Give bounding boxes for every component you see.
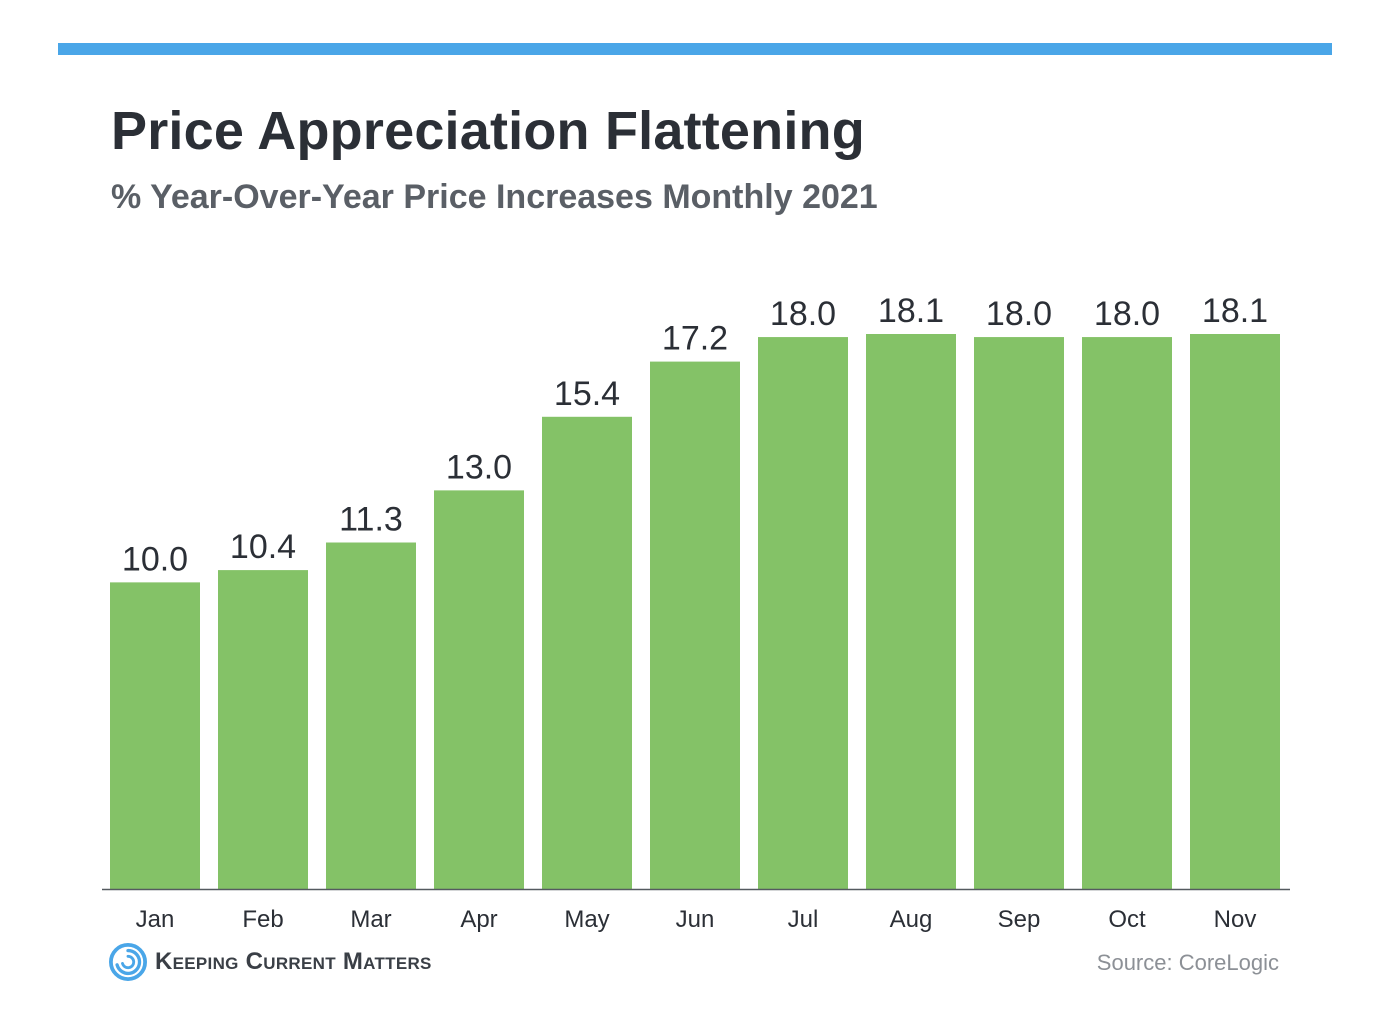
chart-subtitle: % Year-Over-Year Price Increases Monthly… (111, 178, 878, 216)
data-label-feb: 10.4 (230, 528, 296, 566)
data-label-sep: 18.0 (986, 295, 1052, 333)
source-note: Source: CoreLogic (1096, 950, 1279, 975)
brand-name: Keeping Current Matters (155, 948, 432, 975)
data-label-mar: 11.3 (339, 501, 403, 539)
bar-aug (866, 334, 956, 889)
x-tick-label-aug: Aug (890, 906, 933, 933)
x-tick-label-nov: Nov (1214, 906, 1257, 933)
x-tick-label-sep: Sep (998, 906, 1041, 933)
bar-feb (218, 570, 308, 889)
data-label-jul: 18.0 (770, 295, 836, 333)
top-accent-rule (58, 43, 1332, 55)
data-label-oct: 18.0 (1094, 295, 1160, 333)
data-label-aug: 18.1 (878, 292, 944, 330)
x-tick-label-jun: Jun (676, 906, 715, 933)
bar-jun (650, 361, 740, 889)
x-tick-label-apr: Apr (460, 906, 497, 933)
x-tick-label-oct: Oct (1108, 906, 1146, 933)
data-label-jun: 17.2 (662, 320, 728, 358)
bar-apr (434, 490, 524, 889)
x-tick-label-jan: Jan (136, 906, 175, 933)
bar-sep (974, 337, 1064, 889)
bar-oct (1082, 337, 1172, 889)
x-tick-label-mar: Mar (350, 906, 391, 933)
brand-logo: Keeping Current Matters (109, 942, 432, 982)
bar-nov (1190, 334, 1280, 889)
chart-title: Price Appreciation Flattening (111, 101, 865, 161)
data-label-may: 15.4 (554, 375, 620, 413)
bar-mar (326, 542, 416, 889)
bar-jan (110, 582, 200, 889)
bar-may (542, 416, 632, 889)
data-label-nov: 18.1 (1202, 292, 1268, 330)
spiral-logo-icon (109, 943, 147, 981)
bar-jul (758, 337, 848, 889)
x-tick-label-may: May (564, 906, 609, 933)
x-tick-label-feb: Feb (242, 906, 283, 933)
data-label-apr: 13.0 (446, 448, 512, 486)
x-tick-label-jul: Jul (788, 906, 819, 933)
data-label-jan: 10.0 (122, 540, 188, 578)
